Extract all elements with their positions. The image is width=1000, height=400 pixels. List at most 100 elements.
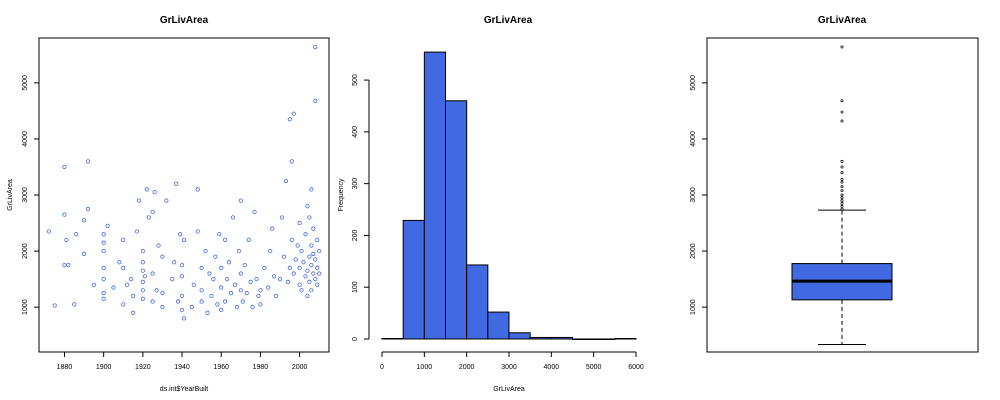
- scatter-point: [234, 305, 240, 310]
- scatter-y-tick-label: 4000: [22, 131, 29, 147]
- scatter-panel: GrLivArea 1880 1900 1920 1940 1960 1980 2000 1…: [7, 15, 330, 393]
- scatter-point: [177, 232, 183, 237]
- boxplot-outlier: [840, 165, 844, 169]
- scatter-x-tick-label: 1940: [174, 364, 190, 371]
- boxplot-title: GrLivArea: [818, 15, 867, 26]
- boxplot-outlier: [840, 207, 844, 211]
- scatter-point: [295, 243, 300, 248]
- scatter-plot-box: [38, 37, 330, 353]
- histogram-y-tick-label: 100: [352, 281, 359, 293]
- scatter-point: [121, 265, 126, 270]
- scatter-y-tick-label: 5000: [22, 75, 29, 91]
- boxplot-y-axis: 1000 2000 3000 4000 5000: [690, 75, 707, 315]
- scatter-point: [307, 279, 312, 285]
- histogram-bars: [381, 51, 637, 340]
- scatter-point: [174, 181, 179, 186]
- scatter-point: [209, 293, 214, 299]
- boxplot-y-tick-label: 1000: [690, 299, 697, 315]
- scatter-point: [121, 302, 126, 307]
- scatter-point: [191, 282, 196, 287]
- scatter-point: [117, 260, 122, 265]
- scatter-y-label: GrLivArea: [7, 179, 14, 211]
- scatter-point: [140, 268, 145, 273]
- scatter-point: [46, 229, 51, 234]
- histogram-x-tick-label: 1000: [417, 364, 433, 371]
- scatter-point: [62, 262, 67, 268]
- scatter-point: [299, 288, 304, 293]
- scatter-point: [285, 279, 290, 285]
- histogram-panel: GrLivArea 0 1000 2000 3000 4000 5000 6000 0 100…: [338, 15, 644, 393]
- scatter-point: [293, 257, 298, 262]
- scatter-point: [181, 237, 187, 242]
- scatter-point: [309, 243, 314, 248]
- boxplot-outlier: [840, 45, 844, 49]
- boxplot-outlier: [840, 201, 844, 205]
- scatter-point: [85, 159, 91, 164]
- scatter-point: [205, 310, 210, 315]
- histogram-y-tick-label: 300: [352, 178, 359, 190]
- scatter-point: [125, 282, 130, 287]
- boxplot-panel: GrLivArea 1000 2000 3000 4000 5000: [690, 15, 979, 353]
- scatter-point: [309, 187, 314, 192]
- scatter-point: [179, 274, 185, 279]
- scatter-point: [154, 288, 159, 293]
- scatter-point: [232, 282, 238, 287]
- scatter-point: [215, 302, 220, 307]
- boxplot-plot-box: [706, 37, 979, 353]
- scatter-point: [303, 274, 308, 279]
- scatter-point: [242, 262, 247, 268]
- histogram-x-tick-label: 0: [380, 364, 384, 371]
- histogram-y-axis: 0 100 200 300 400 500: [352, 74, 370, 341]
- scatter-point: [101, 232, 106, 237]
- scatter-point: [111, 285, 116, 290]
- histogram-y-label: Frequency: [338, 178, 345, 212]
- scatter-point: [315, 282, 320, 287]
- scatter-point: [101, 296, 106, 301]
- boxplot-outlier: [840, 185, 844, 189]
- scatter-point: [179, 307, 185, 313]
- histogram-bar: [550, 336, 573, 340]
- scatter-point: [303, 232, 308, 237]
- scatter-point: [101, 248, 106, 254]
- scatter-x-tick-label: 1920: [135, 364, 151, 371]
- scatter-point: [156, 243, 161, 248]
- scatter-point: [101, 291, 106, 296]
- scatter-point: [207, 271, 212, 276]
- scatter-points: [46, 44, 322, 321]
- scatter-point: [291, 111, 296, 116]
- scatter-point: [172, 260, 177, 265]
- scatter-point: [219, 265, 224, 270]
- scatter-point: [160, 291, 165, 296]
- scatter-point: [189, 305, 194, 310]
- scatter-point: [238, 288, 243, 293]
- scatter-point: [140, 279, 145, 285]
- scatter-point: [258, 288, 263, 293]
- scatter-x-tick-label: 1880: [57, 364, 73, 371]
- scatter-point: [283, 178, 288, 184]
- scatter-point: [309, 262, 314, 268]
- boxplot-outlier: [840, 110, 844, 114]
- scatter-point: [85, 206, 91, 212]
- scatter-point: [62, 212, 67, 217]
- histogram-bar: [614, 337, 637, 340]
- scatter-point: [313, 98, 318, 103]
- scatter-point: [244, 291, 249, 296]
- scatter-point: [217, 232, 222, 237]
- scatter-point: [176, 299, 181, 304]
- scatter-point: [258, 302, 263, 307]
- scatter-point: [130, 293, 136, 299]
- scatter-point: [256, 293, 261, 299]
- scatter-y-tick-label: 2000: [22, 243, 29, 259]
- scatter-point: [279, 215, 285, 220]
- boxplot-outlier: [840, 204, 844, 208]
- scatter-point: [238, 198, 243, 203]
- scatter-point: [240, 299, 245, 304]
- scatter-point: [226, 260, 232, 265]
- scatter-point: [140, 288, 145, 293]
- histogram-x-axis: 0 1000 2000 3000 4000 5000 6000: [380, 351, 644, 371]
- histogram-bar: [508, 332, 531, 340]
- scatter-point: [317, 248, 322, 254]
- scatter-point: [62, 164, 67, 170]
- scatter-point: [307, 215, 312, 220]
